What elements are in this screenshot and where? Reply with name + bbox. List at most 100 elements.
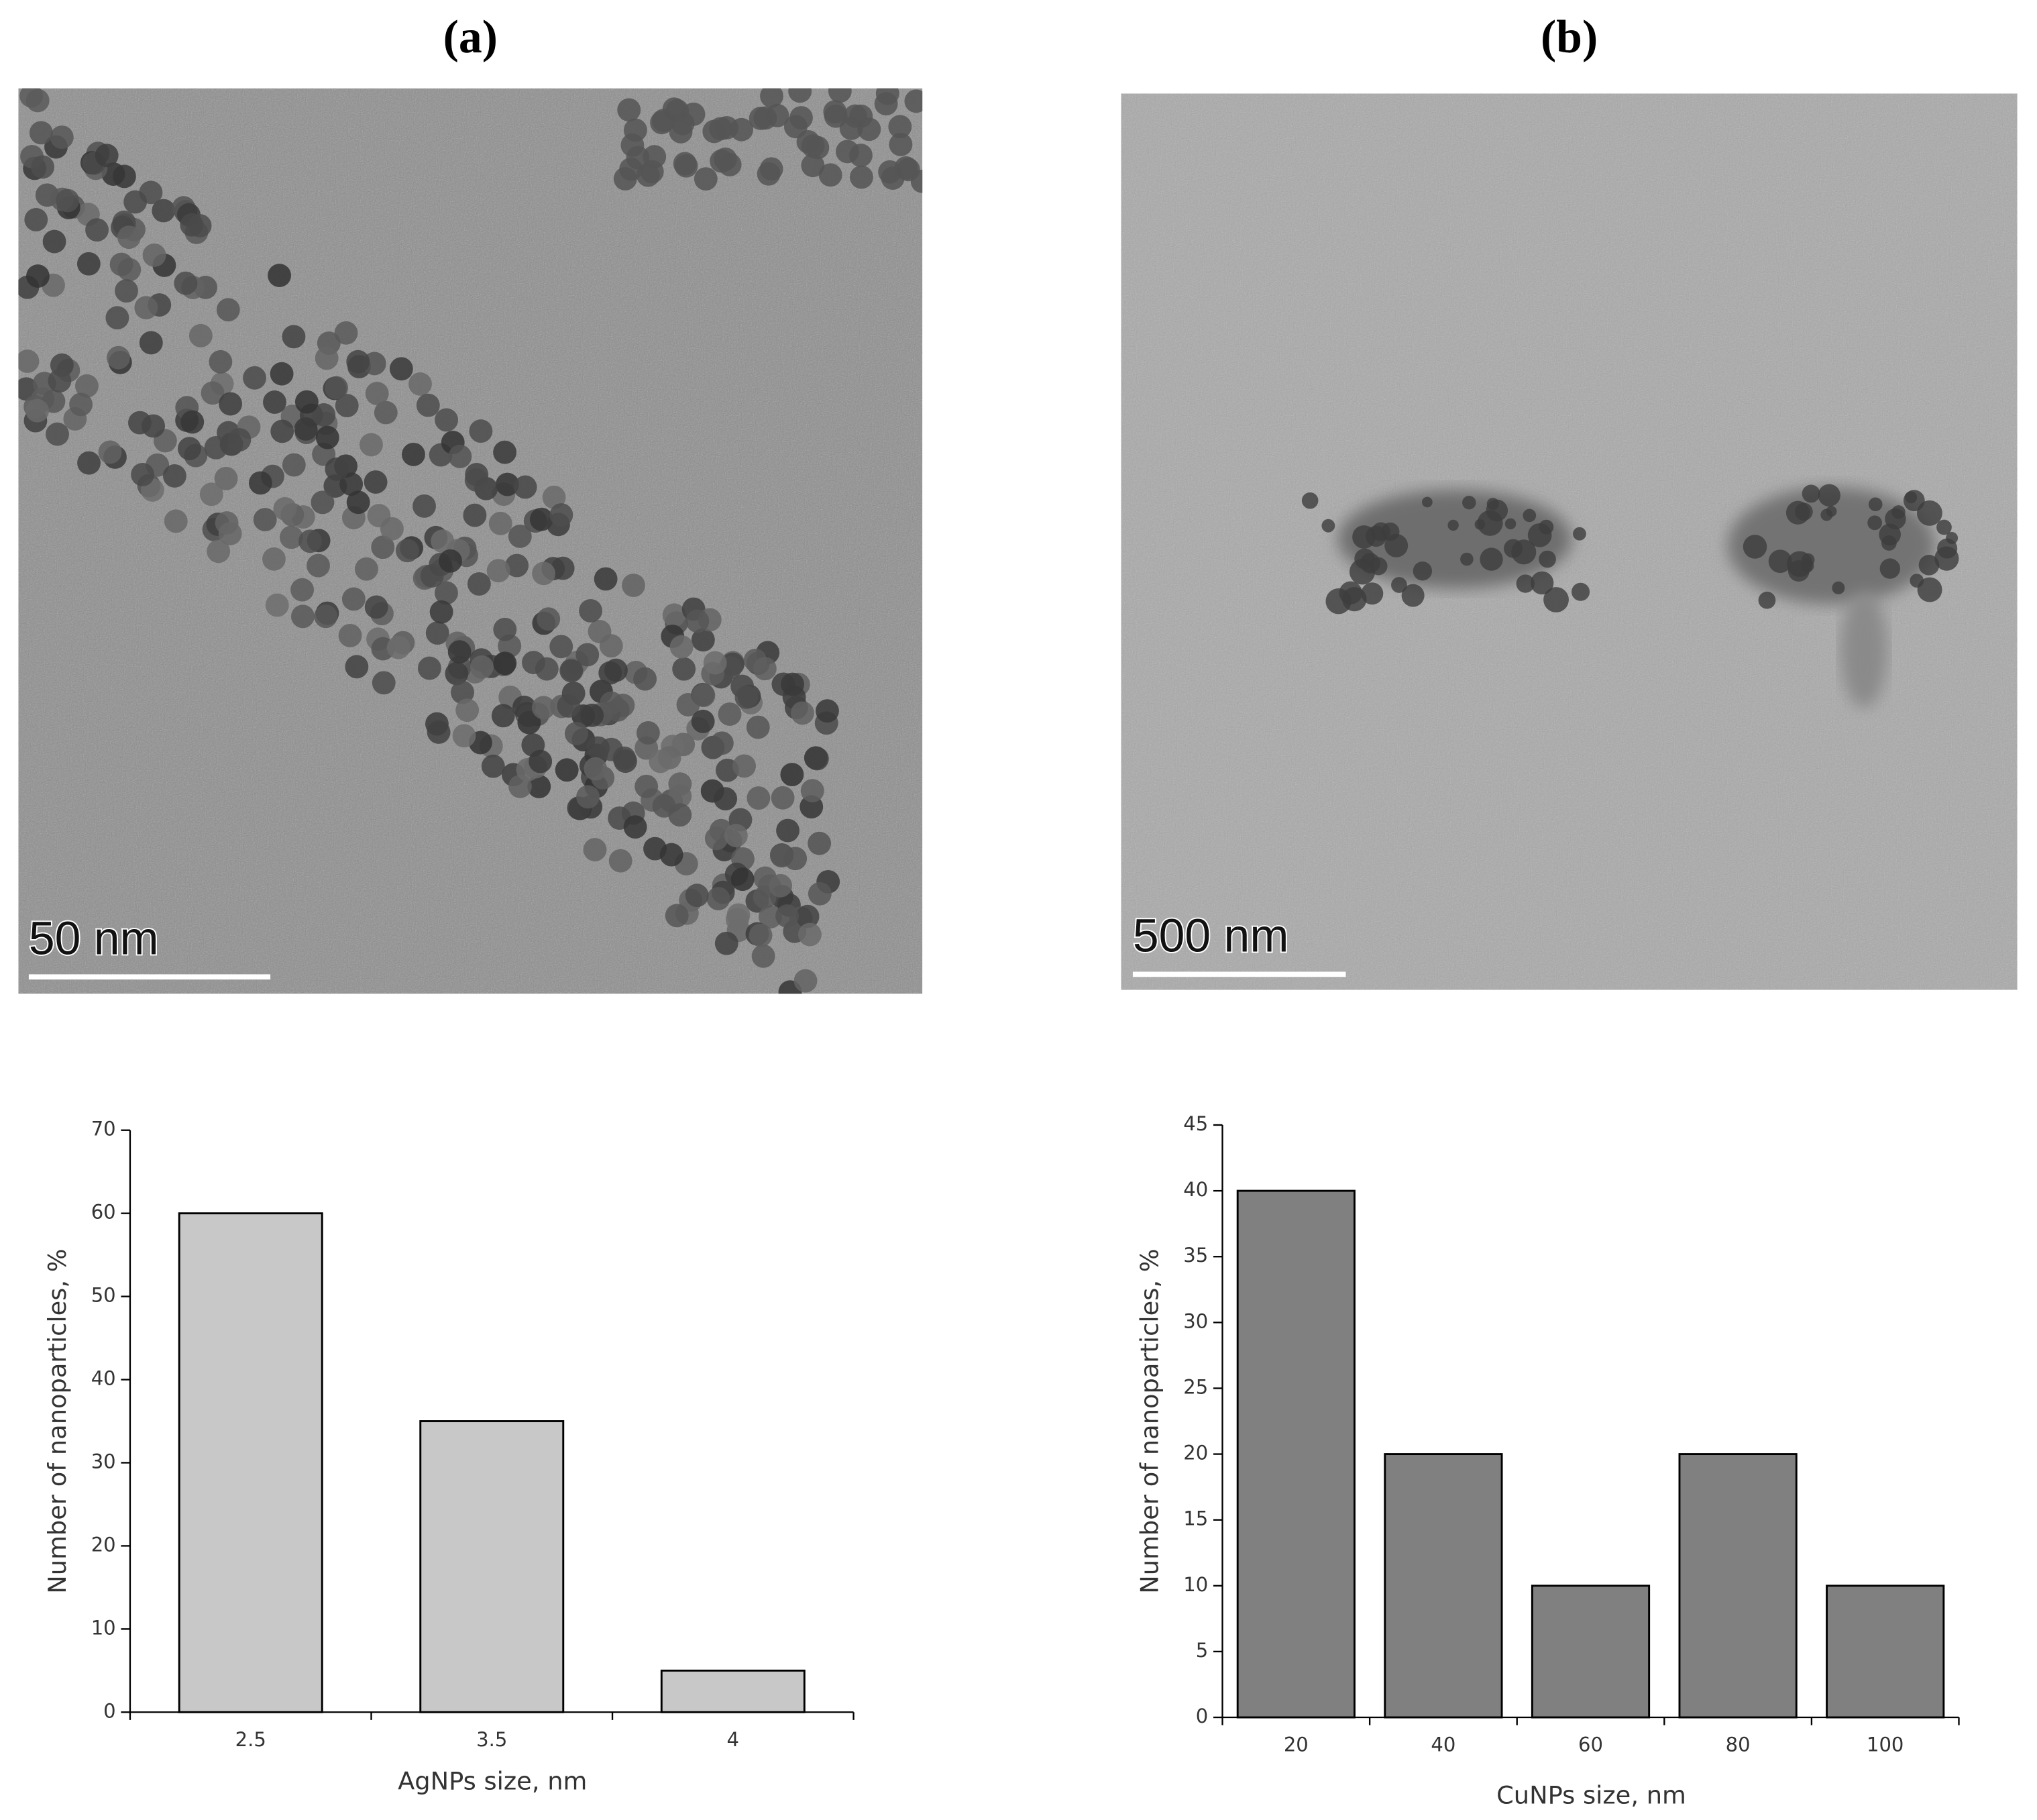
- particle: [797, 922, 822, 947]
- y-tick-label: 10: [91, 1616, 116, 1639]
- particle: [513, 475, 537, 499]
- particle: [464, 468, 488, 492]
- particle: [608, 849, 632, 873]
- particle: [793, 969, 818, 993]
- particle: [549, 503, 573, 527]
- particle: [346, 490, 370, 515]
- particle: [1539, 550, 1556, 568]
- y-tick-label: 20: [91, 1533, 116, 1556]
- particle: [253, 508, 277, 531]
- particle: [488, 511, 512, 535]
- particle: [1321, 519, 1335, 533]
- y-tick-label: 40: [91, 1367, 116, 1390]
- particle: [771, 786, 795, 810]
- particle: [1339, 581, 1362, 604]
- x-tick-label: 60: [1578, 1733, 1603, 1756]
- particle: [760, 88, 783, 108]
- particle: [636, 720, 660, 745]
- particle: [505, 553, 529, 578]
- particle: [1301, 492, 1319, 509]
- particle: [652, 794, 676, 818]
- particle: [298, 529, 322, 553]
- particle: [681, 102, 706, 126]
- particle: [575, 643, 600, 667]
- particle: [662, 603, 686, 627]
- particle: [1530, 571, 1554, 595]
- y-axis-label: Number of nanoparticles, %: [1136, 1248, 1164, 1593]
- particle: [769, 873, 793, 898]
- particle: [904, 89, 923, 113]
- particle: [1474, 519, 1486, 530]
- particle: [1818, 484, 1840, 507]
- particle: [364, 470, 388, 494]
- particle: [857, 117, 881, 142]
- particle: [706, 887, 730, 910]
- particle: [174, 271, 198, 295]
- particle: [463, 503, 487, 527]
- particle: [522, 651, 545, 674]
- particle: [529, 749, 553, 773]
- particle: [649, 749, 673, 773]
- particle: [199, 482, 223, 506]
- particle: [531, 696, 555, 720]
- particle: [445, 661, 469, 686]
- particle: [29, 121, 53, 145]
- particle: [775, 904, 799, 928]
- particle: [142, 414, 166, 438]
- particle: [1480, 547, 1503, 571]
- particle: [294, 390, 319, 414]
- particle: [273, 497, 297, 521]
- particle: [26, 264, 50, 288]
- particle: [69, 392, 93, 417]
- particle: [1371, 522, 1390, 541]
- particle: [836, 140, 859, 164]
- particle: [800, 779, 824, 803]
- bar: [660, 1669, 806, 1713]
- particle: [451, 680, 474, 704]
- particle: [818, 163, 842, 187]
- particle: [262, 547, 286, 571]
- particle: [1361, 582, 1384, 605]
- particle: [1934, 546, 1959, 571]
- particle: [18, 350, 40, 373]
- particle: [808, 831, 832, 855]
- particle: [1916, 500, 1942, 526]
- x-tick-label: 100: [1867, 1733, 1904, 1756]
- particle: [265, 593, 289, 617]
- particle: [395, 539, 419, 563]
- particle: [635, 774, 659, 798]
- particle: [180, 410, 205, 434]
- particle: [1918, 555, 1940, 576]
- particle: [131, 462, 155, 486]
- particle: [279, 525, 303, 549]
- particle: [48, 369, 72, 393]
- scale-bar-label: 500 nm: [1133, 909, 1289, 961]
- particle: [691, 709, 715, 733]
- particle-cluster: [1840, 591, 1888, 708]
- particle: [805, 747, 829, 771]
- particle: [828, 88, 852, 103]
- particle: [1504, 518, 1517, 530]
- particle: [427, 720, 451, 744]
- particle: [164, 509, 188, 533]
- particle: [467, 572, 491, 596]
- particle: [669, 635, 694, 659]
- particle: [31, 155, 54, 179]
- particle: [1349, 559, 1376, 585]
- particle: [734, 685, 759, 709]
- particle: [214, 466, 238, 490]
- particle-cluster: [1337, 490, 1572, 589]
- particle: [579, 599, 602, 623]
- particle: [1785, 500, 1810, 525]
- particle: [1802, 484, 1820, 503]
- bar: [419, 1420, 565, 1713]
- particle: [345, 655, 369, 679]
- panel-label: (b): [1541, 11, 1598, 63]
- particle: [623, 815, 647, 839]
- particle: [402, 442, 425, 466]
- particle: [491, 704, 515, 728]
- particle: [537, 607, 561, 631]
- y-tick-label: 5: [1196, 1639, 1208, 1662]
- particle: [434, 581, 458, 605]
